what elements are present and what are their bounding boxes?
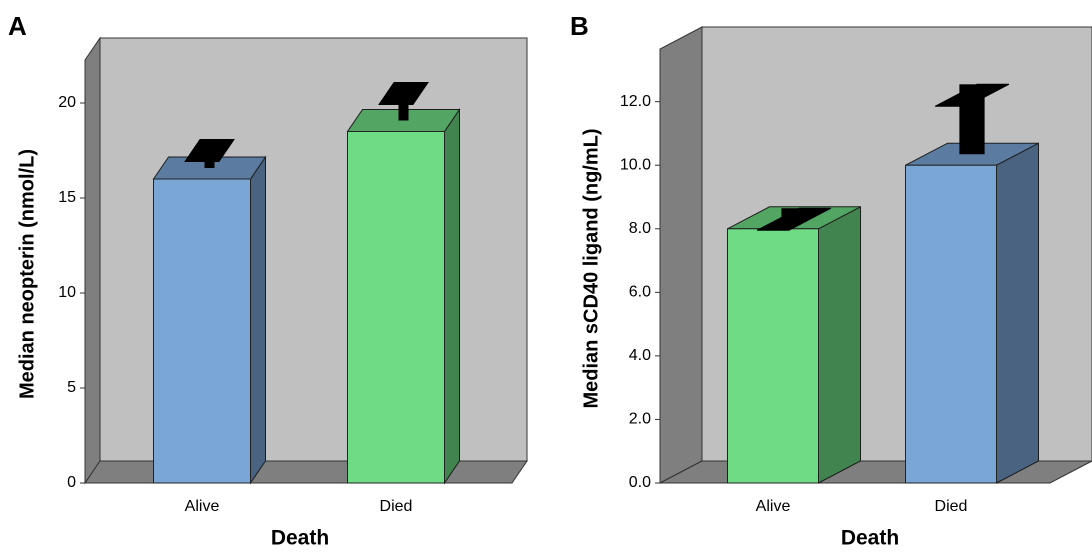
panel-label: B xyxy=(570,11,589,41)
y-axis-title: Median sCD40 ligand (ng/mL) xyxy=(580,128,602,408)
x-tick-label: Died xyxy=(380,498,413,515)
y-tick-label: 12.0 xyxy=(620,93,651,110)
bar xyxy=(153,178,251,484)
x-axis-title: Death xyxy=(841,527,899,550)
y-tick-label: 6.0 xyxy=(629,284,651,301)
side-wall xyxy=(84,36,101,485)
error-bar xyxy=(934,83,1010,155)
y-tick-label: 15 xyxy=(58,189,76,206)
bar xyxy=(905,164,997,484)
chart-panel: A 0 5 10 15 20 Alive Died Death Median neopterin … xyxy=(8,11,528,550)
error-bar xyxy=(756,207,832,231)
floor xyxy=(84,460,528,484)
bar-side-shade xyxy=(996,143,1039,483)
bar-side-shade xyxy=(818,206,861,483)
error-cap xyxy=(184,139,235,162)
bar xyxy=(347,131,445,484)
y-tick-label: 2.0 xyxy=(629,411,651,428)
bar xyxy=(727,228,819,484)
error-bar xyxy=(378,82,429,121)
error-cap xyxy=(378,82,429,105)
y-tick-label: 4.0 xyxy=(629,347,651,364)
y-tick-label: 8.0 xyxy=(629,220,651,237)
side-wall xyxy=(659,26,703,484)
x-tick-label: Alive xyxy=(756,498,791,515)
y-tick-label: 20 xyxy=(58,94,76,111)
error-bar xyxy=(184,139,235,168)
x-tick-label: Alive xyxy=(185,498,220,515)
chart-panel: B 0.0 2.0 4.0 6.0 8.0 10.0 12.0 Alive Died Death Me… xyxy=(570,11,1092,550)
bar-side-shade xyxy=(444,109,460,483)
y-tick-label: 10 xyxy=(58,284,76,301)
y-tick-label: 10.0 xyxy=(620,156,651,173)
panel-label: A xyxy=(8,11,27,41)
error-cap xyxy=(934,83,1010,107)
x-tick-label: Died xyxy=(935,498,968,515)
y-tick-label: 5 xyxy=(67,379,76,396)
error-cap xyxy=(756,207,832,231)
x-axis-title: Death xyxy=(271,527,329,550)
bar-side-shade xyxy=(250,157,266,483)
y-tick-label: 0 xyxy=(67,474,76,491)
y-axis-title: Median neopterin (nmol/L) xyxy=(16,149,38,399)
y-tick-label: 0.0 xyxy=(629,474,651,491)
